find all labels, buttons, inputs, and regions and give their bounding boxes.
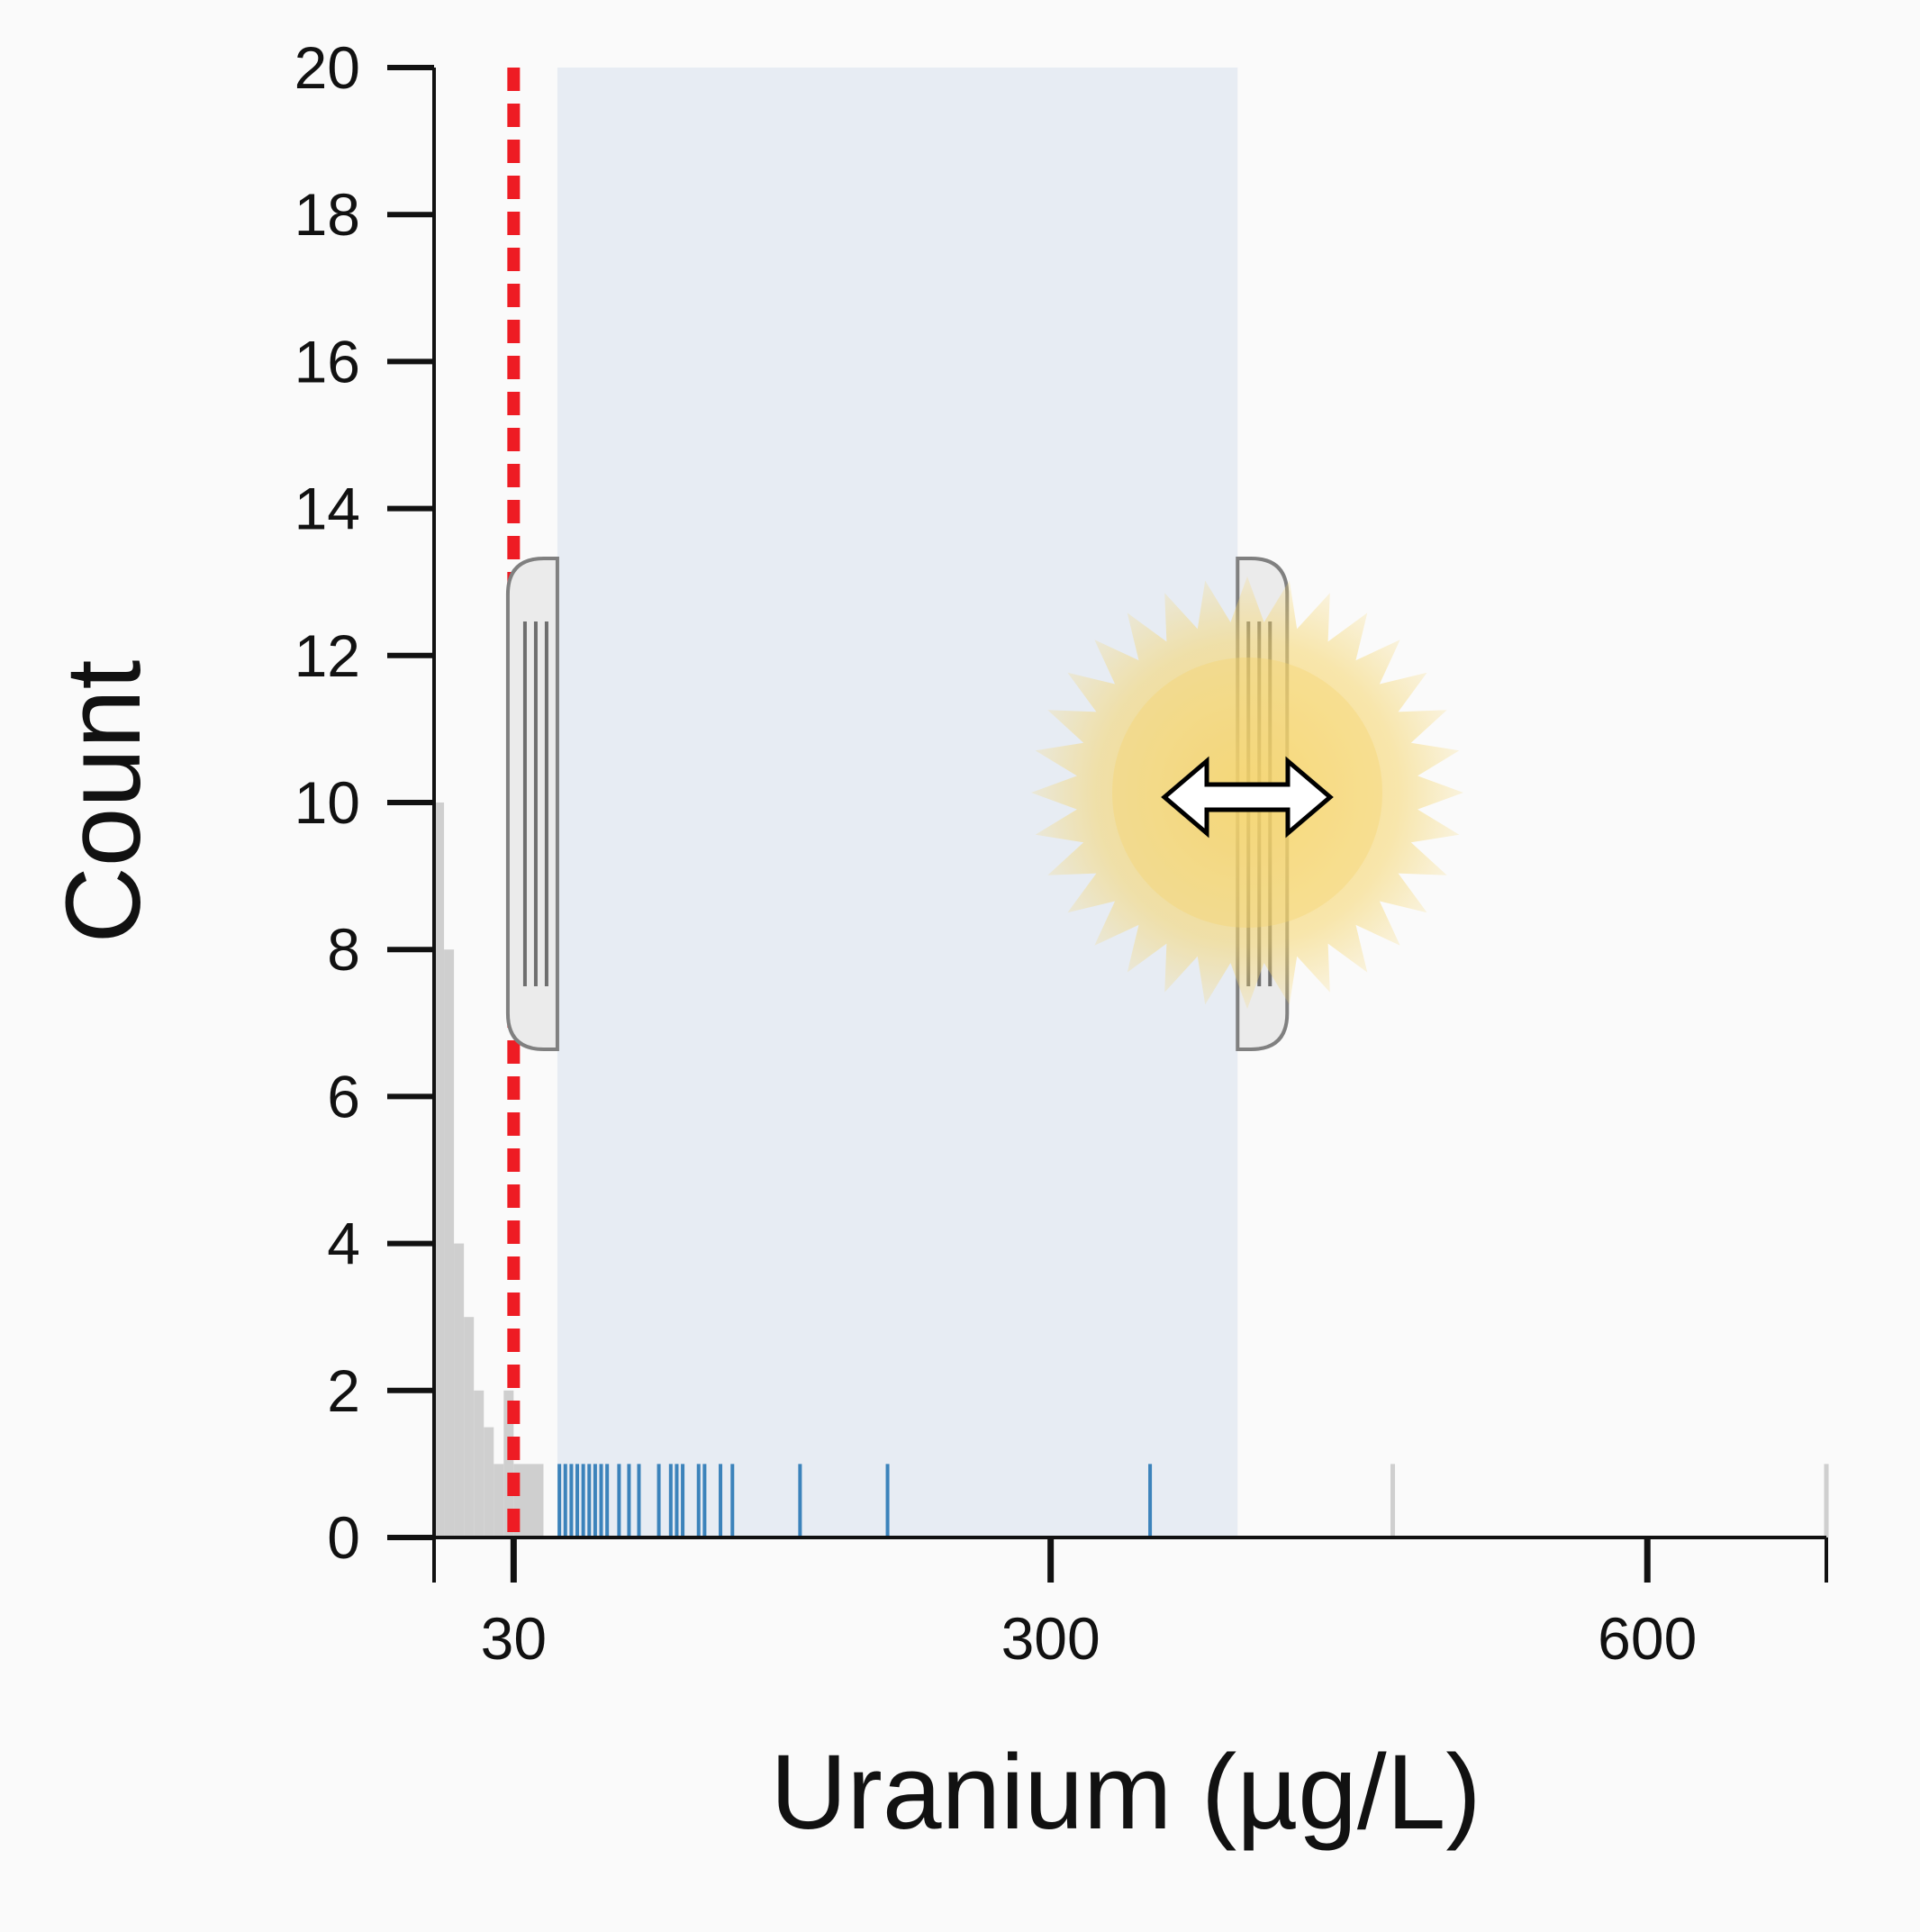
histogram-bar [454,1243,465,1537]
y-axis-title: Count [44,660,163,944]
y-tick-label: 2 [327,1357,360,1424]
left-brush-handle[interactable] [505,557,559,1051]
x-tick-label: 600 [1598,1605,1697,1672]
histogram-bar [474,1390,485,1537]
y-tick-label: 18 [294,181,360,248]
y-tick-label: 12 [294,622,360,689]
histogram-bar [494,1464,504,1537]
histogram-bar [444,949,455,1537]
resize-horizontal-icon [1161,756,1334,839]
histogram-bar [503,1390,514,1537]
y-tick-label: 10 [294,769,360,836]
y-tick-label: 0 [327,1504,360,1571]
y-tick-label: 4 [327,1211,360,1277]
x-tick-label: 300 [1001,1605,1100,1672]
y-tick-label: 16 [294,328,360,395]
y-tick-label: 20 [294,34,360,101]
brush-handle-body [505,557,559,1051]
x-axis-title: Uranium (µg/L) [770,1733,1481,1852]
histogram-bar [464,1317,475,1537]
y-tick-label: 6 [327,1063,360,1129]
y-tick-label: 14 [294,476,360,542]
x-tick-label: 30 [481,1605,547,1672]
histogram-bar [434,803,445,1537]
y-tick-label: 8 [327,916,360,983]
histogram-bar [484,1427,494,1537]
